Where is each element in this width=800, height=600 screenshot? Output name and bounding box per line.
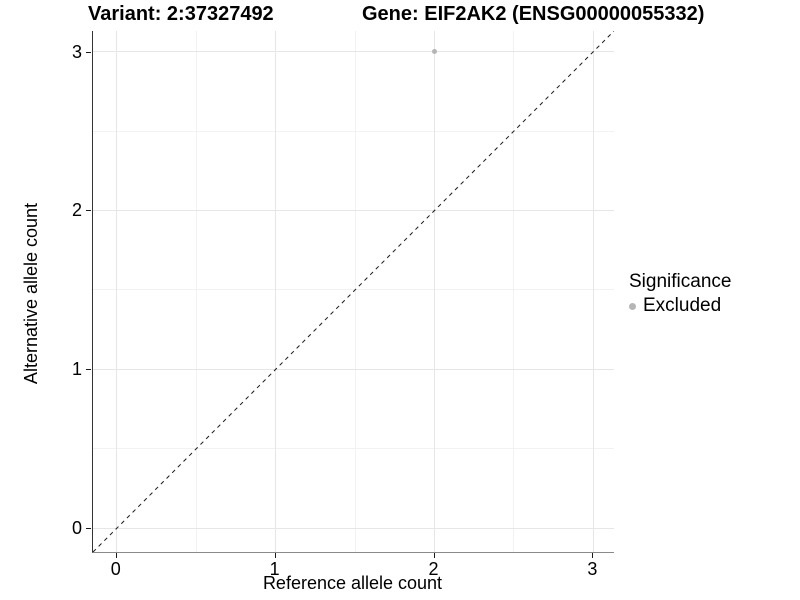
x-axis-title: Reference allele count [262,573,443,593]
x-tick-mark [274,553,276,558]
y-tick-mark [86,210,91,212]
x-tick-label: 3 [587,559,598,579]
gridline-y-major [93,51,614,53]
legend-point-icon [629,302,636,310]
legend-title: Significance [629,271,732,292]
gridline-y-major [93,209,614,211]
gridline-x-minor [354,31,356,552]
x-tick-mark [115,553,117,558]
y-tick-label: 2 [71,200,82,221]
gridline-x-major [275,31,277,552]
x-tick-mark [433,553,435,558]
y-axis-title: Alternative allele count [21,202,41,385]
y-tick-mark [86,528,91,530]
x-tick-label: 0 [110,559,121,579]
gridline-y-major [93,368,614,370]
gridline-y-major [93,527,614,529]
legend-item-label: Excluded [643,295,722,316]
x-tick-label: 2 [428,559,439,579]
gridline-x-minor [513,31,515,552]
y-tick-mark [86,369,91,371]
y-tick-label: 3 [71,41,82,62]
y-tick-label: 0 [71,518,82,539]
plot-title-variant: Variant: 2:37327492 [88,3,274,25]
plot-panel [92,31,614,553]
gridline-x-major [434,31,435,552]
y-tick-label: 1 [71,359,82,380]
y-tick-mark [86,51,91,53]
gridline-x-minor [195,31,197,552]
gridline-y-minor [93,130,614,132]
gridline-y-minor [93,448,614,450]
legend: Significance Excluded [629,271,731,317]
gridline-x-major [592,31,594,552]
identity-line [93,31,614,552]
x-tick-mark [592,553,594,558]
legend-item-excluded: Excluded [629,295,731,317]
data-point [432,49,437,55]
gridline-y-minor [93,289,614,291]
gridline-x-major [116,31,118,552]
x-tick-label: 1 [269,559,280,579]
plot-title-gene: Gene: EIF2AK2 (ENSG00000055332) [362,3,705,25]
